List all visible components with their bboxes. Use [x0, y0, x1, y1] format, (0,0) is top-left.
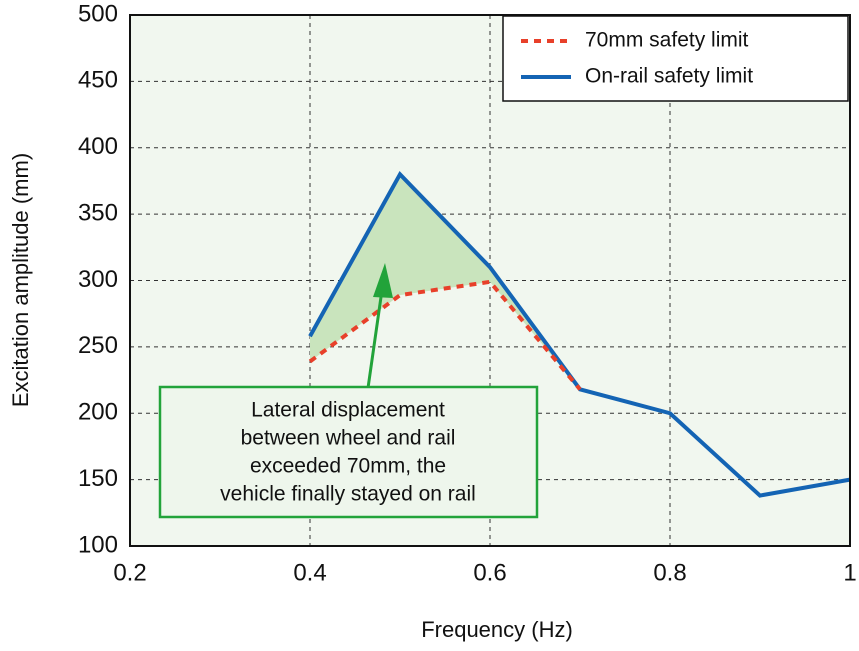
annotation-arrowhead: [373, 263, 393, 298]
x-tick-label: 0.2: [113, 559, 146, 586]
annotation-text: exceeded 70mm, the: [250, 455, 446, 478]
y-tick-label: 400: [78, 133, 118, 160]
y-tick-label: 450: [78, 67, 118, 94]
line-series: [308, 279, 582, 391]
annotation-text: Lateral displacement: [251, 399, 445, 422]
x-tick-label: 1: [843, 559, 856, 586]
legend-label: On-rail safety limit: [585, 65, 753, 88]
y-tick-label: 150: [78, 465, 118, 492]
legend-label: 70mm safety limit: [585, 29, 749, 52]
y-tick-label: 300: [78, 266, 118, 293]
annotation-text: between wheel and rail: [241, 427, 456, 450]
annotation-text: vehicle finally stayed on rail: [220, 483, 476, 506]
y-tick-label: 250: [78, 332, 118, 359]
x-axis-label: Frequency (Hz): [421, 617, 573, 642]
legend-box: [502, 15, 849, 102]
y-tick-label: 500: [78, 0, 118, 27]
plot-frame: [129, 14, 851, 547]
x-tick-label: 0.6: [473, 559, 506, 586]
y-axis-label: Excitation amplitude (mm): [8, 153, 33, 407]
annotation-box: [158, 385, 539, 519]
y-tick-label: 100: [78, 531, 118, 558]
x-tick-label: 0.8: [653, 559, 686, 586]
y-tick-label: 350: [78, 199, 118, 226]
fill-between: [310, 174, 580, 390]
x-tick-label: 0.4: [293, 559, 326, 586]
y-tick-label: 200: [78, 399, 118, 426]
annotation-arrow: [366, 289, 384, 389]
